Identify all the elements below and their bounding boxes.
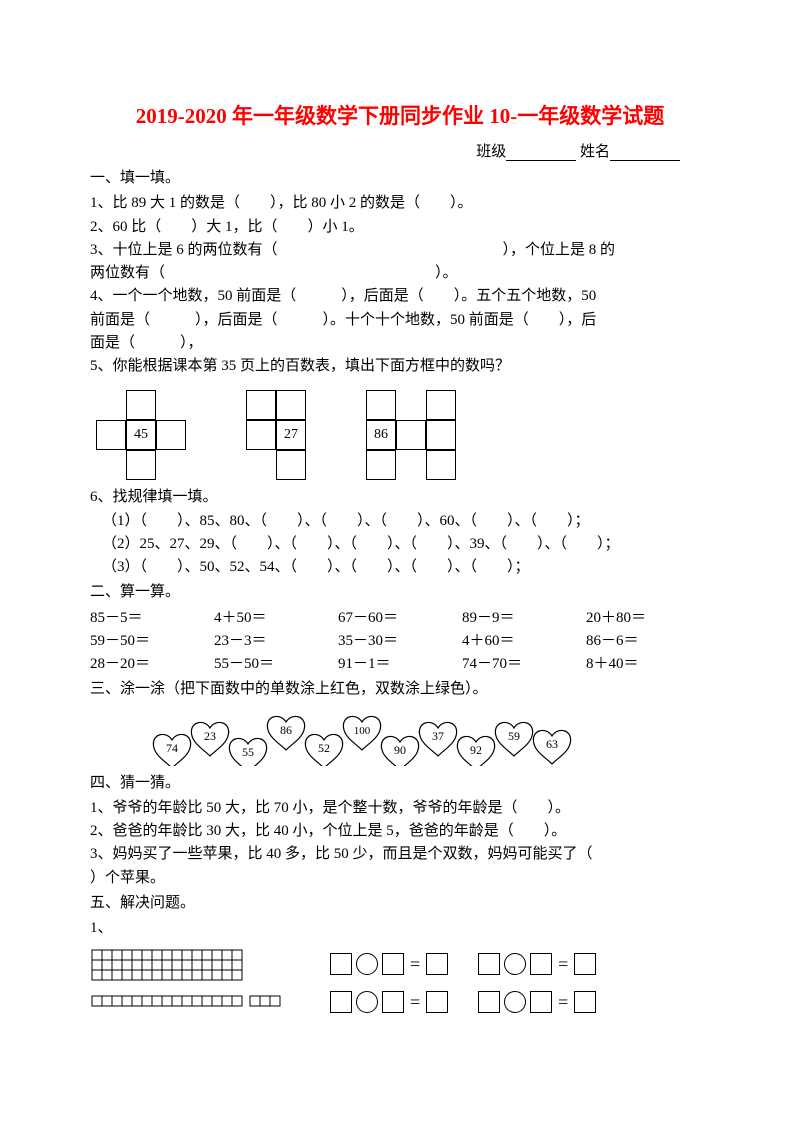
s5-q1: 1、 xyxy=(90,917,710,940)
calc-cell: 23－3＝ xyxy=(214,630,338,653)
s4-q2: 2、爸爸的年龄比 30 大，比 40 小，个位上是 5，爸爸的年龄是（ ）。 xyxy=(90,820,710,843)
s1-q6-2: （2）25、27、29、（ ）、（ ）、（ ）、（ ）、39、（ ）、（ ）； xyxy=(90,533,710,556)
equation-1: = xyxy=(330,953,448,975)
heart-90: 90 xyxy=(394,743,406,757)
header-fields: 班级 姓名 xyxy=(90,140,710,161)
heart-63: 63 xyxy=(546,737,558,751)
s1-q6-1: （1）（ ）、85、80、（ ）、（ ）、（ ）、60、（ ）、（ ）； xyxy=(90,510,710,533)
calc-cell: 8＋40＝ xyxy=(586,653,710,676)
class-label: 班级 xyxy=(476,144,506,160)
circle-icon[interactable] xyxy=(356,953,378,975)
equation-grid: = = = = xyxy=(330,953,596,1013)
calc-row-1: 59－50＝ 23－3＝ 35－30＝ 4＋60＝ 86－6＝ xyxy=(90,630,710,653)
calc-cell: 4＋60＝ xyxy=(462,630,586,653)
box-icon[interactable] xyxy=(574,953,596,975)
heart-86: 86 xyxy=(280,723,292,737)
box-icon[interactable] xyxy=(530,991,552,1013)
s1-q4b: 前面是（ ），后面是（ ）。十个十个地数，50 前面是（ ），后 xyxy=(90,309,710,332)
equation-2: = xyxy=(478,953,596,975)
box-icon[interactable] xyxy=(330,991,352,1013)
cell-45: 45 xyxy=(126,420,156,450)
calc-row-2: 28－20＝ 55－50＝ 91－1＝ 74－70＝ 8＋40＝ xyxy=(90,653,710,676)
heart-92: 92 xyxy=(470,743,482,757)
calc-cell: 20＋80＝ xyxy=(586,607,710,630)
calc-cell: 91－1＝ xyxy=(338,653,462,676)
circle-icon[interactable] xyxy=(356,991,378,1013)
q5-row: = = = = xyxy=(90,948,710,1018)
calc-cell: 86－6＝ xyxy=(586,630,710,653)
circle-icon[interactable] xyxy=(504,991,526,1013)
heart-74: 74 xyxy=(166,741,178,755)
cross-grid-45: 45 xyxy=(96,390,186,480)
heart-37: 37 xyxy=(432,729,444,743)
box-icon[interactable] xyxy=(382,953,404,975)
s1-q4a: 4、一个一个地数，50 前面是（ ），后面是（ ）。五个五个地数，50 xyxy=(90,285,710,308)
section-3-heading: 三、涂一涂（把下面数中的单数涂上红色，双数涂上绿色）。 xyxy=(90,678,710,701)
equals-sign: = xyxy=(408,954,422,975)
heart-52: 52 xyxy=(318,741,330,755)
name-blank[interactable] xyxy=(610,146,680,161)
section-5-heading: 五、解决问题。 xyxy=(90,892,710,915)
equation-3: = xyxy=(330,991,448,1013)
page: 2019-2020 年一年级数学下册同步作业 10-一年级数学试题 班级 姓名 … xyxy=(0,0,800,1132)
s1-q1: 1、比 89 大 1 的数是（ ），比 80 小 2 的数是（ ）。 xyxy=(90,192,710,215)
heart-55: 55 xyxy=(242,745,254,759)
page-title: 2019-2020 年一年级数学下册同步作业 10-一年级数学试题 xyxy=(90,100,710,130)
s4-q3a: 3、妈妈买了一些苹果，比 40 多，比 50 少，而且是个双数，妈妈可能买了（ xyxy=(90,843,710,866)
name-label: 姓名 xyxy=(580,144,610,160)
equals-sign: = xyxy=(408,992,422,1013)
calc-cell: 85－5＝ xyxy=(90,607,214,630)
heart-59: 59 xyxy=(508,729,520,743)
cell-27: 27 xyxy=(276,420,306,450)
section-4-heading: 四、猜一猜。 xyxy=(90,772,710,795)
s1-q3b: 两位数有（ ）。 xyxy=(90,262,710,285)
s4-q1: 1、爷爷的年龄比 50 大，比 70 小，是个整十数，爷爷的年龄是（ ）。 xyxy=(90,797,710,820)
box-icon[interactable] xyxy=(426,953,448,975)
s1-q3a: 3、十位上是 6 的两位数有（ ），个位上是 8 的 xyxy=(90,239,710,262)
grid-86: 86 xyxy=(366,390,456,480)
section-1-heading: 一、填一填。 xyxy=(90,167,710,190)
s1-q6: 6、找规律填一填。 xyxy=(90,486,710,509)
heart-23: 23 xyxy=(204,729,216,743)
heart-100: 100 xyxy=(354,725,371,737)
s1-q4c: 面是（ ）， xyxy=(90,332,710,355)
calc-table: 85－5＝ 4＋50＝ 67－60＝ 89－9＝ 20＋80＝ 59－50＝ 2… xyxy=(90,607,710,677)
calc-cell: 89－9＝ xyxy=(462,607,586,630)
grid-27: 27 xyxy=(246,390,306,480)
equals-sign: = xyxy=(556,954,570,975)
calc-cell: 74－70＝ xyxy=(462,653,586,676)
s1-q6-3: （3）（ ）、50、52、54、（ ）、（ ）、（ ）、（ ）； xyxy=(90,556,710,579)
s1-q5: 5、你能根据课本第 35 页上的百数表，填出下面方框中的数吗？ xyxy=(90,355,710,378)
box-icon[interactable] xyxy=(426,991,448,1013)
calc-cell: 4＋50＝ xyxy=(214,607,338,630)
s1-q2: 2、60 比（ ）大 1，比（ ）小 1。 xyxy=(90,216,710,239)
cell-86: 86 xyxy=(366,420,396,450)
equation-4: = xyxy=(478,991,596,1013)
s4-q3b: ）个苹果。 xyxy=(90,867,710,890)
box-icon[interactable] xyxy=(478,991,500,1013)
calc-cell: 67－60＝ xyxy=(338,607,462,630)
bar-diagram xyxy=(90,948,290,1018)
equals-sign: = xyxy=(556,992,570,1013)
calc-cell: 28－20＝ xyxy=(90,653,214,676)
calc-row-0: 85－5＝ 4＋50＝ 67－60＝ 89－9＝ 20＋80＝ xyxy=(90,607,710,630)
box-icon[interactable] xyxy=(382,991,404,1013)
hearts-row: 74 23 55 86 52 100 90 37 92 59 63 xyxy=(150,706,710,766)
box-icon[interactable] xyxy=(530,953,552,975)
calc-cell: 55－50＝ xyxy=(214,653,338,676)
calc-cell: 59－50＝ xyxy=(90,630,214,653)
section-2-heading: 二、算一算。 xyxy=(90,581,710,604)
hundred-chart-diagrams: 45 27 86 xyxy=(96,390,710,480)
box-icon[interactable] xyxy=(478,953,500,975)
class-blank[interactable] xyxy=(506,146,576,161)
calc-cell: 35－30＝ xyxy=(338,630,462,653)
circle-icon[interactable] xyxy=(504,953,526,975)
box-icon[interactable] xyxy=(330,953,352,975)
box-icon[interactable] xyxy=(574,991,596,1013)
